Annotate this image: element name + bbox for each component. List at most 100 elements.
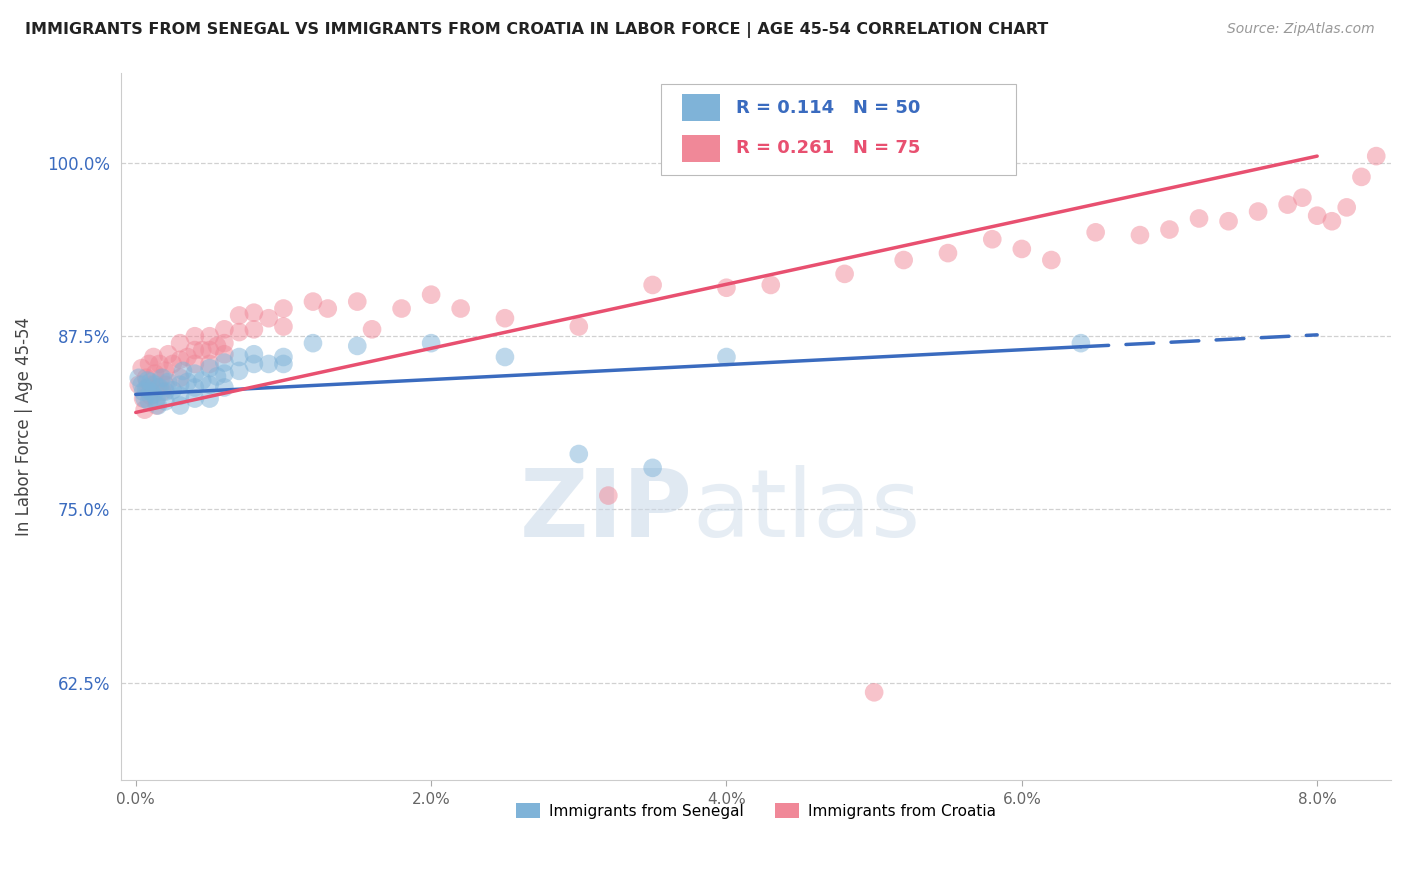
Point bbox=[134, 392, 156, 406]
Point bbox=[128, 377, 150, 392]
Point bbox=[146, 380, 169, 394]
Point bbox=[1291, 191, 1313, 205]
Point bbox=[893, 253, 915, 268]
Point bbox=[214, 347, 236, 361]
Point bbox=[142, 387, 165, 401]
Point bbox=[128, 371, 150, 385]
Text: R = 0.261   N = 75: R = 0.261 N = 75 bbox=[735, 139, 920, 157]
Point bbox=[1306, 209, 1329, 223]
Point bbox=[184, 392, 207, 406]
Point bbox=[273, 301, 295, 316]
Point bbox=[346, 294, 368, 309]
Point bbox=[420, 287, 443, 301]
Point bbox=[346, 339, 368, 353]
Text: R = 0.114   N = 50: R = 0.114 N = 50 bbox=[735, 99, 920, 117]
Point bbox=[863, 685, 886, 699]
Point bbox=[716, 350, 738, 364]
Point bbox=[139, 375, 162, 389]
Point bbox=[169, 336, 191, 351]
Point bbox=[148, 357, 170, 371]
Point bbox=[936, 246, 959, 260]
Point bbox=[214, 322, 236, 336]
Point bbox=[1040, 253, 1063, 268]
Point bbox=[149, 371, 172, 385]
Point bbox=[228, 364, 250, 378]
Point bbox=[176, 350, 198, 364]
Point bbox=[155, 394, 177, 409]
Point bbox=[135, 382, 157, 396]
Point bbox=[169, 399, 191, 413]
FancyBboxPatch shape bbox=[661, 84, 1017, 176]
Point bbox=[205, 339, 228, 353]
Text: ZIP: ZIP bbox=[520, 465, 693, 558]
Point bbox=[1277, 197, 1299, 211]
Bar bbox=[682, 135, 720, 161]
Point bbox=[142, 350, 165, 364]
Point bbox=[145, 392, 167, 406]
Point bbox=[391, 301, 413, 316]
Point bbox=[273, 350, 295, 364]
Point bbox=[184, 380, 207, 394]
Point bbox=[184, 367, 207, 381]
Point bbox=[568, 319, 591, 334]
Point bbox=[205, 369, 228, 384]
Point bbox=[302, 294, 325, 309]
Y-axis label: In Labor Force | Age 45-54: In Labor Force | Age 45-54 bbox=[15, 317, 32, 536]
Point bbox=[132, 384, 155, 399]
Point bbox=[1070, 336, 1092, 351]
Point bbox=[243, 347, 266, 361]
Point bbox=[162, 384, 184, 398]
Point bbox=[214, 367, 236, 381]
Point bbox=[1159, 222, 1181, 236]
Point bbox=[145, 399, 167, 413]
Point bbox=[257, 357, 280, 371]
Point bbox=[228, 350, 250, 364]
Point bbox=[134, 402, 156, 417]
Point bbox=[146, 399, 169, 413]
Point bbox=[176, 375, 198, 389]
Text: IMMIGRANTS FROM SENEGAL VS IMMIGRANTS FROM CROATIA IN LABOR FORCE | AGE 45-54 CO: IMMIGRANTS FROM SENEGAL VS IMMIGRANTS FR… bbox=[25, 22, 1049, 38]
Point bbox=[169, 352, 191, 367]
Point bbox=[641, 461, 664, 475]
Point bbox=[150, 384, 173, 399]
Point bbox=[273, 319, 295, 334]
Point bbox=[214, 336, 236, 351]
Point bbox=[1320, 214, 1343, 228]
Point bbox=[191, 343, 214, 357]
Point bbox=[155, 377, 177, 392]
Point bbox=[759, 277, 782, 292]
Bar bbox=[682, 95, 720, 121]
Point bbox=[228, 309, 250, 323]
Point bbox=[1336, 200, 1358, 214]
Point bbox=[198, 361, 221, 376]
Point bbox=[131, 361, 153, 376]
Point bbox=[169, 371, 191, 385]
Point bbox=[139, 377, 162, 392]
Point bbox=[420, 336, 443, 351]
Point bbox=[136, 380, 159, 394]
Point bbox=[1365, 149, 1388, 163]
Point bbox=[138, 394, 160, 409]
Point bbox=[1188, 211, 1211, 226]
Point bbox=[155, 364, 177, 378]
Point bbox=[157, 347, 180, 361]
Point bbox=[214, 355, 236, 369]
Point bbox=[138, 357, 160, 371]
Point bbox=[191, 374, 214, 388]
Point bbox=[139, 384, 162, 399]
Point bbox=[1011, 242, 1033, 256]
Text: Source: ZipAtlas.com: Source: ZipAtlas.com bbox=[1227, 22, 1375, 37]
Text: atlas: atlas bbox=[693, 465, 921, 558]
Point bbox=[494, 350, 516, 364]
Point bbox=[143, 377, 166, 392]
Point bbox=[157, 375, 180, 389]
Point bbox=[184, 329, 207, 343]
Point bbox=[1218, 214, 1240, 228]
Point bbox=[1350, 169, 1372, 184]
Point bbox=[198, 377, 221, 392]
Point bbox=[273, 357, 295, 371]
Point bbox=[981, 232, 1004, 246]
Point bbox=[243, 357, 266, 371]
Point bbox=[361, 322, 384, 336]
Point bbox=[243, 322, 266, 336]
